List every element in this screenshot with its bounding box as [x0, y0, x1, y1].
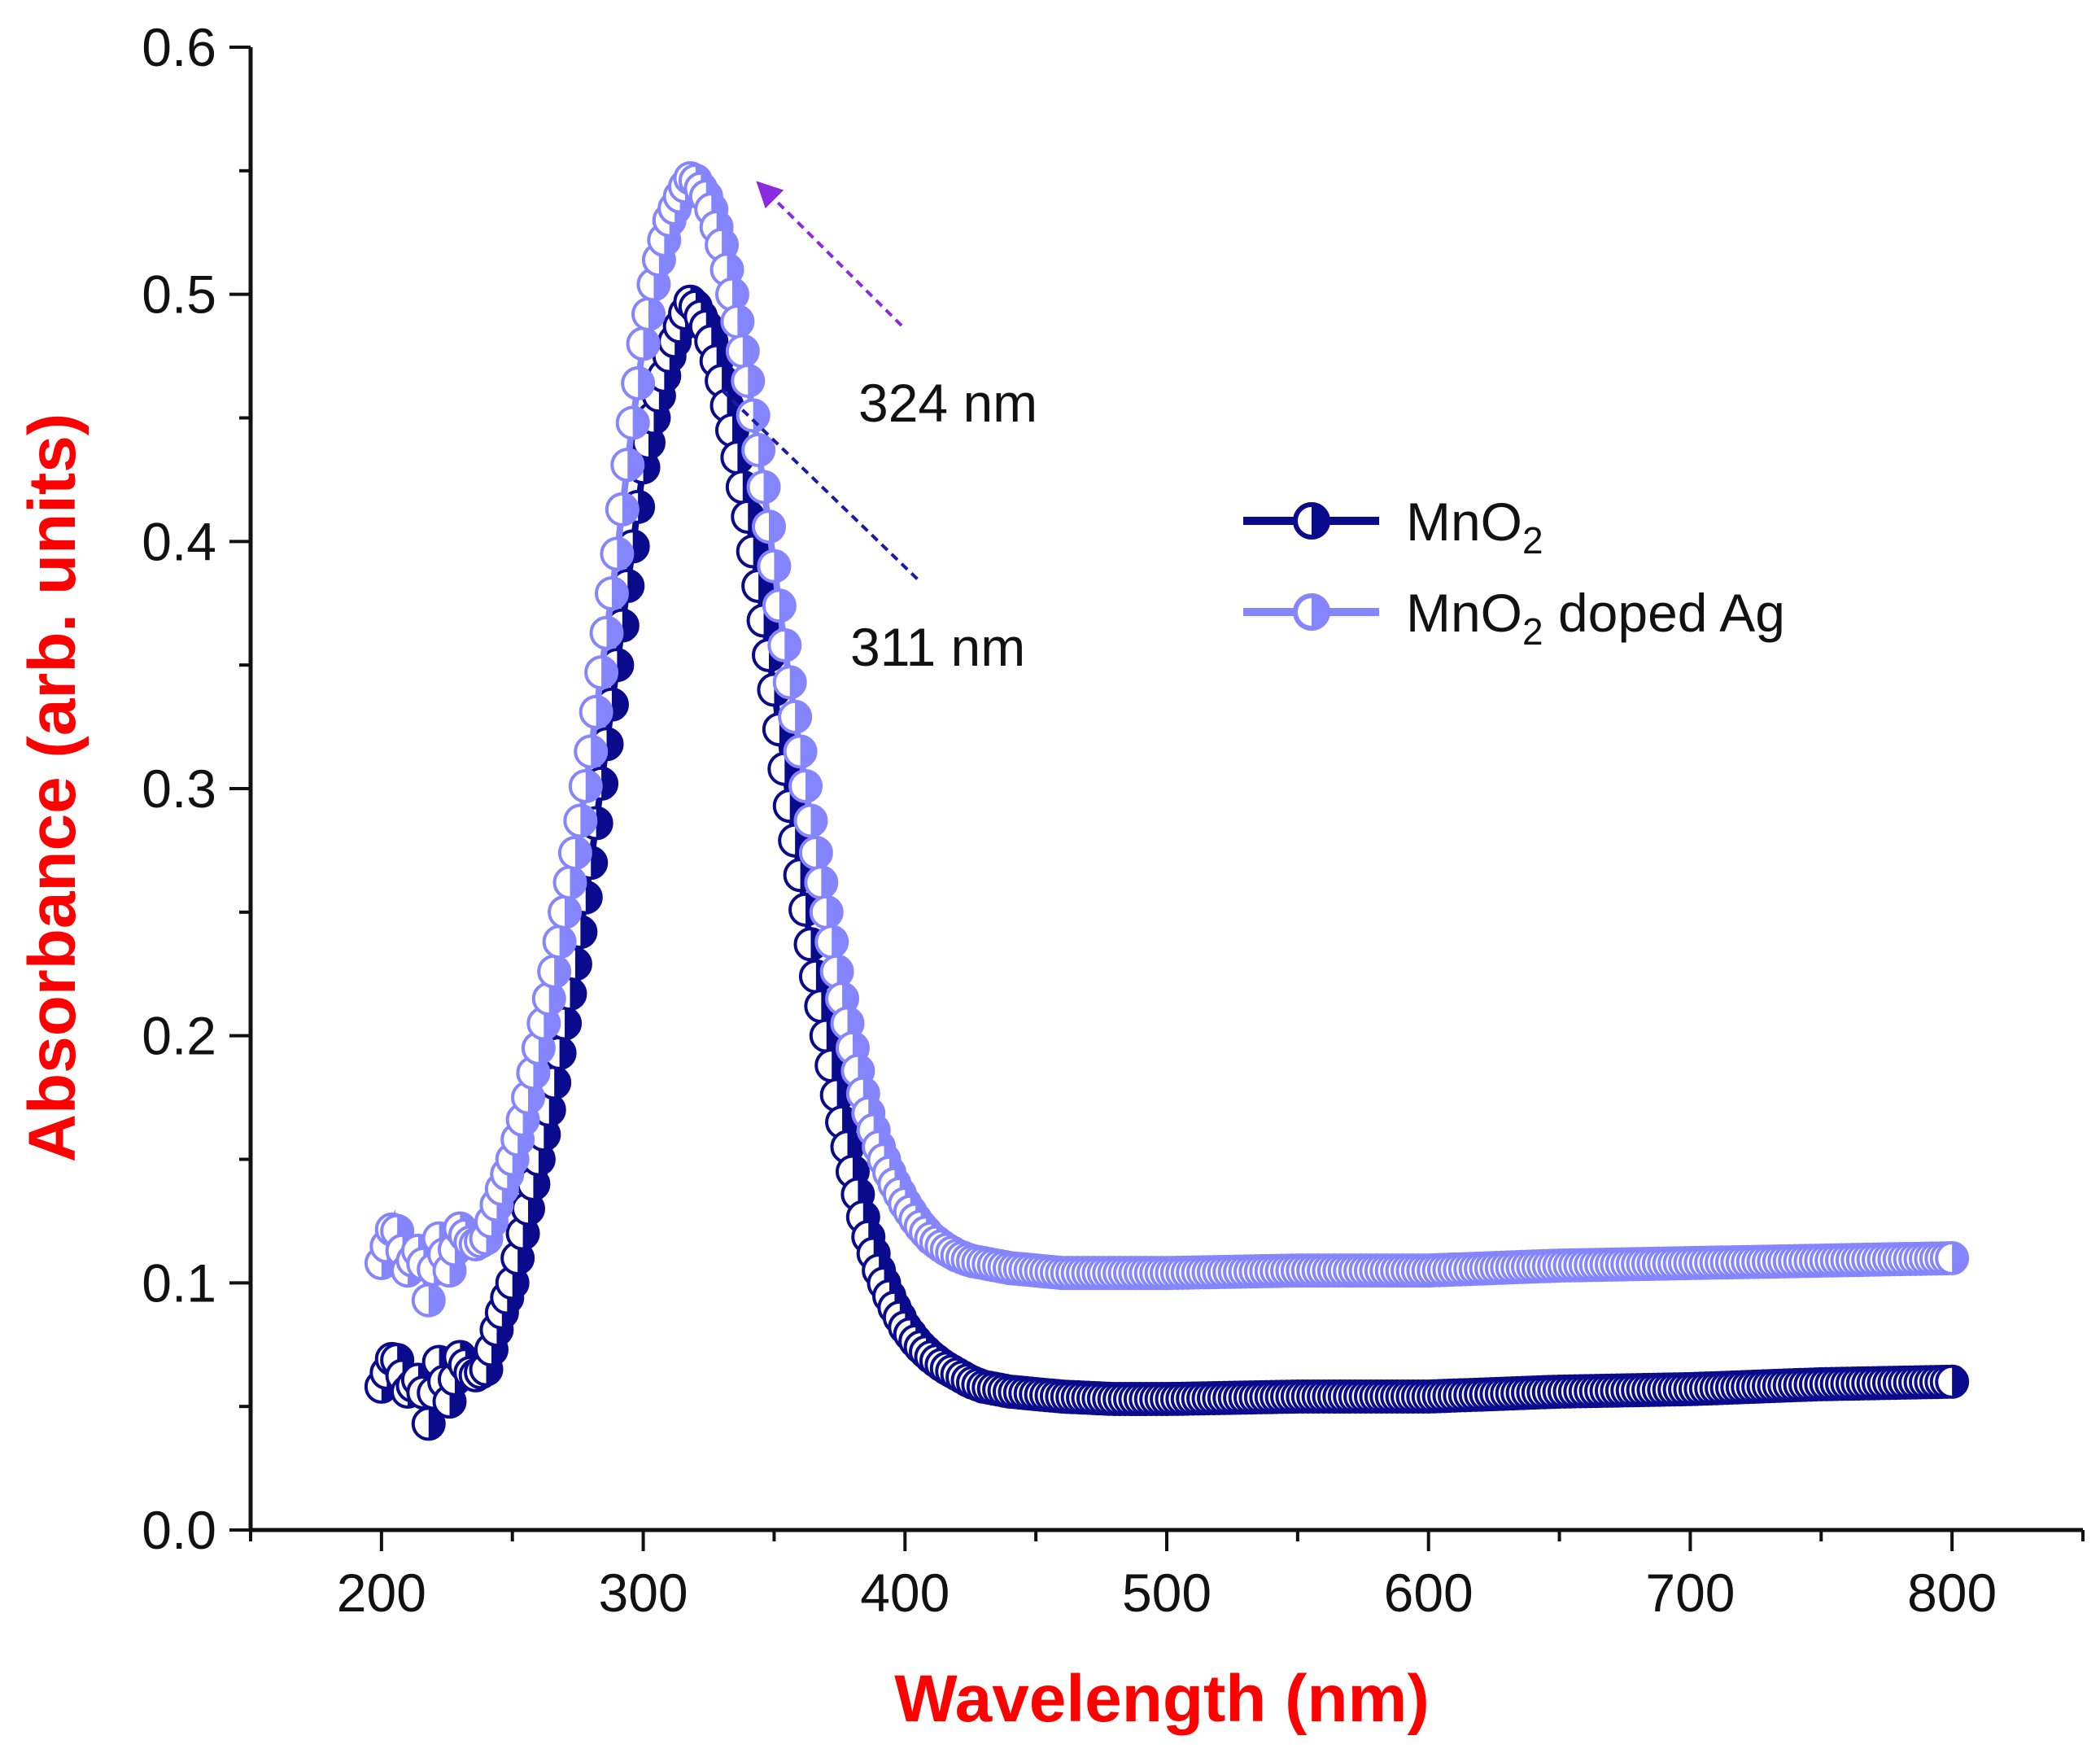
x-tick-label: 700 — [1645, 1563, 1735, 1623]
y-tick-label: 0.6 — [142, 17, 216, 77]
data-point-fill — [779, 590, 795, 622]
legend-marker-doped — [1293, 593, 1330, 631]
data-point-fill — [632, 407, 648, 439]
data-point-fill — [548, 983, 565, 1015]
data-point-fill — [428, 1284, 444, 1316]
data-point-fill — [585, 881, 601, 913]
data-point-fill — [559, 926, 575, 958]
data-point-fill — [800, 736, 816, 767]
data-point-fill — [815, 837, 832, 868]
legend: MnO2 MnO2 doped Ag — [1243, 492, 1785, 653]
data-point-fill — [570, 867, 586, 898]
x-tick-label: 500 — [1122, 1563, 1212, 1623]
x-tick-label: 300 — [599, 1563, 688, 1623]
data-point-fill — [748, 365, 764, 396]
x-tick-label: 400 — [860, 1563, 950, 1623]
y-tick-label: 0.5 — [142, 264, 216, 325]
data-point-fill — [565, 896, 581, 928]
data-point-fill — [737, 306, 753, 338]
data-point-fill — [606, 728, 622, 760]
data-point-fill — [606, 617, 622, 649]
x-axis-title: Wavelength (nm) — [894, 1662, 1430, 1736]
data-point-fill — [643, 328, 659, 360]
y-tick-label: 0.2 — [142, 1006, 216, 1066]
data-point-fill — [622, 493, 638, 525]
data-point-fill — [554, 955, 570, 987]
data-point-fill — [836, 955, 853, 987]
data-point-fill — [1952, 1366, 1968, 1397]
annotation-324nm: 324 nm — [858, 373, 1037, 433]
x-tick-label: 800 — [1907, 1563, 1997, 1623]
peak-arrow-doped — [756, 181, 903, 327]
data-point-fill — [763, 471, 779, 503]
data-point-fill — [559, 1037, 575, 1069]
data-point-fill — [774, 550, 790, 582]
data-point-fill — [617, 538, 633, 570]
data-point-fill — [627, 570, 644, 601]
data-point-fill — [574, 837, 591, 868]
series-mno2 — [364, 284, 1970, 1441]
data-point-fill — [789, 667, 806, 698]
data-point-fill — [832, 926, 848, 958]
data-point-fill — [580, 805, 596, 837]
y-tick-label: 0.1 — [142, 1252, 216, 1313]
data-point-fill — [596, 807, 612, 839]
data-point-fill — [758, 434, 775, 466]
annotation-311nm: 311 nm — [850, 617, 1025, 677]
data-point-fill — [591, 847, 607, 879]
data-point-fill — [638, 491, 654, 522]
data-point-fill — [580, 916, 596, 948]
y-tick-label: 0.3 — [142, 758, 216, 819]
data-point-fill — [622, 610, 638, 641]
y-tick-label: 0.0 — [142, 1500, 216, 1560]
x-tick-label: 600 — [1384, 1563, 1473, 1623]
data-point-fill — [1952, 1242, 1968, 1274]
data-point-fill — [768, 511, 784, 543]
data-point-fill — [565, 1008, 581, 1039]
data-point-fill — [826, 896, 842, 928]
data-point-fill — [601, 657, 618, 689]
data-point-fill — [554, 1067, 570, 1099]
data-point-fill — [784, 629, 801, 661]
series-mno2-doped-ag — [364, 160, 1970, 1318]
data-point-fill — [428, 1408, 444, 1440]
data-point-fill — [596, 696, 612, 728]
data-point-fill — [591, 736, 607, 767]
data-point-fill — [617, 649, 633, 681]
legend-label-doped: MnO2 doped Ag — [1406, 583, 1785, 653]
data-point-fill — [638, 367, 654, 399]
legend-marker-mno2 — [1293, 502, 1330, 540]
data-point-fill — [648, 298, 665, 330]
y-tick-label: 0.4 — [142, 511, 216, 571]
data-point-fill — [611, 578, 627, 610]
data-point-fill — [810, 805, 827, 837]
data-point-fill — [570, 978, 586, 1010]
data-point-fill — [731, 278, 748, 310]
peak-arrow-undoped — [721, 389, 919, 581]
data-point-fill — [632, 531, 648, 562]
data-point-fill — [548, 1094, 565, 1126]
data-point-fill — [574, 948, 591, 980]
data-point-fill — [821, 867, 837, 898]
data-point-fill — [795, 701, 811, 732]
data-point-fill — [601, 767, 618, 799]
legend-label-mno2: MnO2 — [1406, 492, 1543, 562]
data-point-fill — [742, 335, 758, 367]
data-point-fill — [611, 689, 627, 720]
data-point-fill — [627, 449, 644, 481]
data-point-fill — [806, 770, 822, 802]
y-axis-title: Absorbance (arb. units) — [15, 413, 90, 1162]
x-tick-label: 200 — [337, 1563, 426, 1623]
data-point-fill — [585, 770, 601, 802]
